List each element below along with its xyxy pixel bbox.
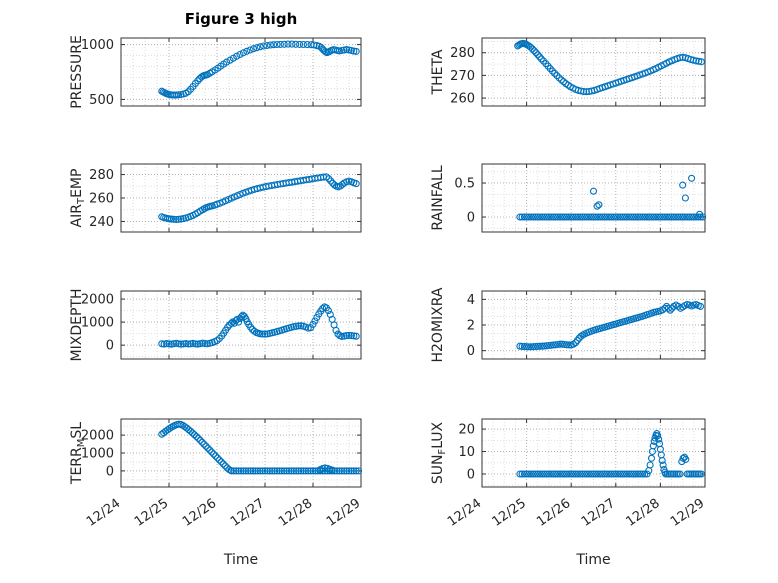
data-points [516,300,705,351]
y-tick-label: 10 [458,445,475,460]
x-tick-label: 12/25 [132,496,171,530]
y-tick-label: 0 [467,211,475,226]
data-points [158,420,362,475]
x-tick-label: 12/27 [228,496,267,530]
y-tick-label: 2000 [81,429,114,444]
x-tick-label: 12/26 [534,496,573,530]
y-tick-label: 4 [467,293,475,308]
plot-border [120,37,362,107]
y-tick-label: 260 [450,92,475,107]
y-axis-label: H2OMIXRA [430,287,446,362]
data-points [514,39,705,96]
data-points [158,173,360,224]
h2omixra-plot-canvas: 0 2 4 H2OMIXRA [430,287,706,363]
plot-border [120,163,362,233]
x-axis-label-right: Time [576,552,611,568]
plot-border [120,290,362,360]
subplot-theta: 260 270 280 THETA [420,28,711,116]
y-axis-label: RAINFALL [430,165,446,230]
x-tick-label: 12/26 [180,496,219,530]
subplot-pressure: 500 1000 PRESSURE [59,28,367,116]
y-tick-label: 280 [89,168,114,183]
x-tick-label: 12/28 [276,496,315,530]
y-tick-label: 280 [450,46,475,61]
x-axis-label-left: Time [223,552,259,568]
plot-border [481,163,706,233]
y-tick-label: 20 [458,423,475,438]
subplot-h2omixra: 0 2 4 H2OMIXRA [420,281,711,369]
x-tick-label: 12/29 [324,496,363,530]
y-tick-label: 0 [106,464,114,479]
x-tick-label: 12/24 [445,496,484,530]
plot-border [481,37,706,107]
y-tick-label: 0 [106,339,114,354]
y-axis-label: MIXDEPTH [69,289,85,362]
theta-plot-canvas: 260 270 280 THETA [430,37,706,107]
y-tick-label: 500 [89,93,114,108]
y-tick-label: 1000 [81,38,114,53]
subplot-sun-flux: 0 10 20 SUNFLUX 12/24 12/25 12/26 12/27 12/28 12/… [420,409,711,557]
plot-border [481,290,706,360]
y-tick-label: 2000 [81,293,114,308]
subplot-terr-msl: 0 1000 2000 TERRMSL 12/24 12/25 12/26 12/27 12/2… [59,409,367,557]
x-tick-label: 12/29 [668,496,707,530]
y-tick-label: 0 [467,467,475,482]
subplot-rainfall: 0 0.5 RAINFALL [420,154,711,242]
y-tick-label: 1000 [81,447,114,462]
rainfall-plot-canvas: 0 0.5 RAINFALL [430,163,706,233]
y-axis-label: TERRMSL [69,422,87,485]
x-tick-label: 12/28 [623,496,662,530]
y-axis-label: SUNFLUX [430,421,448,484]
data-points [516,174,706,221]
y-tick-label: 2 [467,319,475,334]
y-tick-label: 270 [450,69,475,84]
y-axis-label: THETA [430,49,446,95]
y-axis-label: AIRTEMP [69,169,87,228]
y-tick-label: 260 [89,192,114,207]
y-axis-label: PRESSURE [69,35,85,109]
plot-border [481,418,706,488]
y-tick-label: 0 [467,344,475,359]
y-tick-label: 240 [89,215,114,230]
data-points [516,430,705,478]
subplot-mixdepth: 0 1000 2000 MIXDEPTH [59,281,367,369]
y-tick-label: 0.5 [454,177,475,192]
plot-border [120,418,362,488]
subplot-air-temp: 240 260 280 AIRTEMP [59,154,367,242]
figure-title: Figure 3 high [184,10,298,28]
x-tick-label: 12/25 [490,496,529,530]
x-tick-label: 12/24 [84,496,123,530]
y-tick-label: 1000 [81,316,114,331]
sun-flux-plot-canvas: 0 10 20 SUNFLUX 12/24 12/25 12/26 12/27 12/28 12/… [430,418,707,530]
data-points [158,40,360,99]
data-points [158,303,360,348]
x-tick-label: 12/27 [579,496,618,530]
